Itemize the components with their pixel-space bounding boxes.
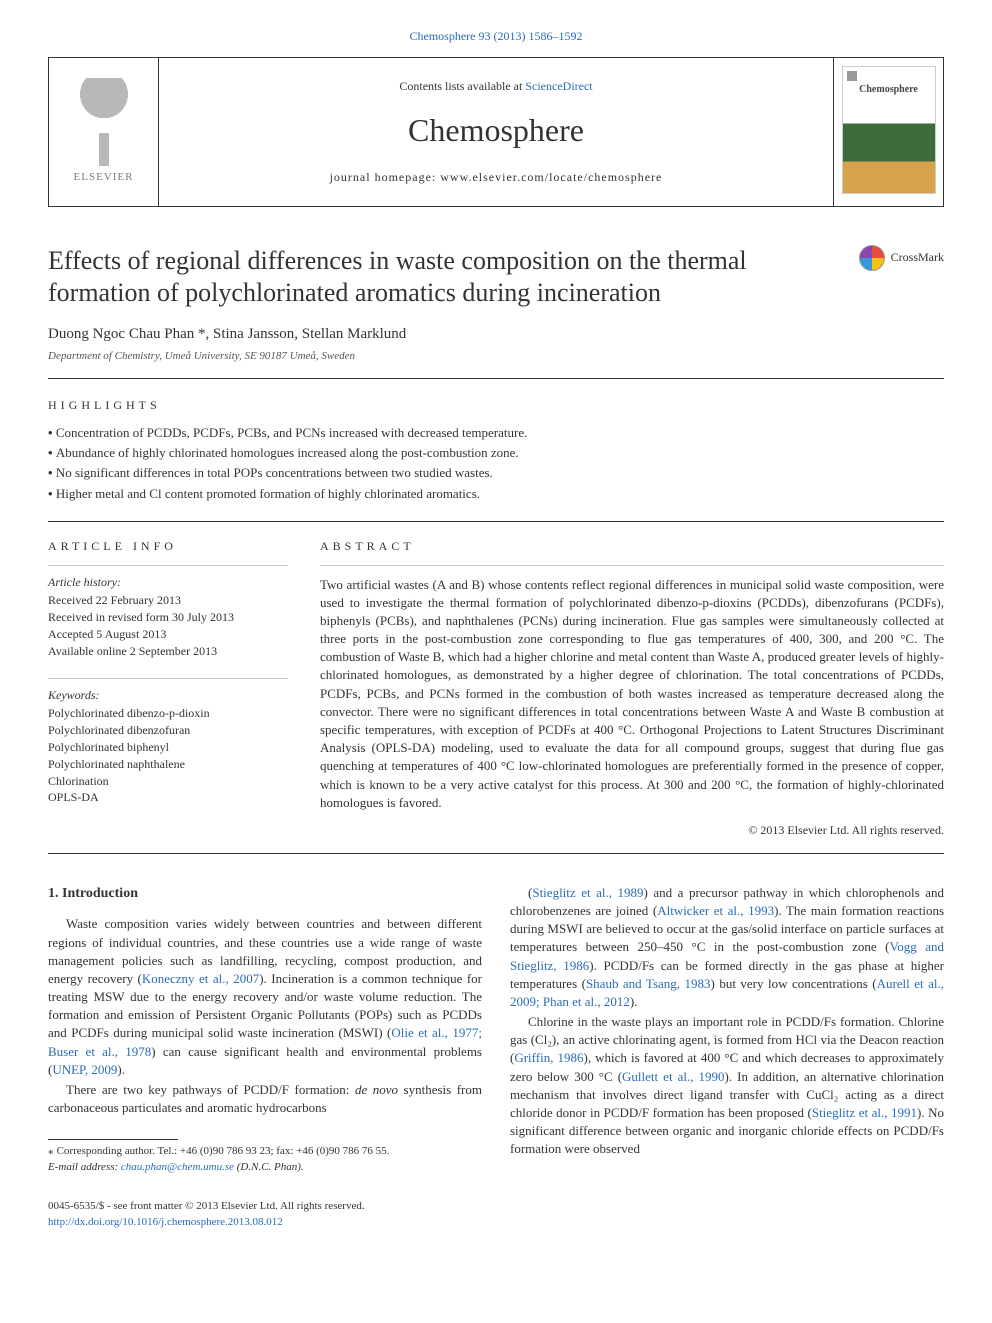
crossmark-icon — [859, 245, 885, 271]
article-history-line: Received 22 February 2013 — [48, 592, 288, 609]
divider-grey — [48, 678, 288, 679]
copyright-line: © 2013 Elsevier Ltd. All rights reserved… — [320, 822, 944, 839]
article-history-line: Available online 2 September 2013 — [48, 643, 288, 660]
authors-line: Duong Ngoc Chau Phan *, Stina Jansson, S… — [48, 324, 944, 345]
body-paragraph: (Stieglitz et al., 1989) and a precursor… — [510, 884, 944, 1011]
keyword-item: OPLS-DA — [48, 789, 288, 806]
journal-cover-thumb — [833, 58, 943, 206]
highlight-item: Concentration of PCDDs, PCDFs, PCBs, and… — [48, 424, 944, 442]
article-info-label: article info — [48, 538, 288, 555]
elsevier-tree-icon — [68, 78, 140, 166]
paper-title: Effects of regional differences in waste… — [48, 245, 859, 310]
keyword-item: Polychlorinated dibenzo-p-dioxin — [48, 705, 288, 722]
body-column-left: 1. Introduction Waste composition varies… — [48, 884, 482, 1175]
author-names: Duong Ngoc Chau Phan *, Stina Jansson, S… — [48, 326, 406, 342]
citation-link[interactable]: Chemosphere 93 (2013) 1586–1592 — [410, 29, 583, 43]
sciencedirect-link[interactable]: ScienceDirect — [525, 79, 592, 93]
elsevier-label: ELSEVIER — [74, 170, 134, 185]
divider-grey — [320, 565, 944, 566]
divider — [48, 853, 944, 854]
cover-icon — [842, 66, 936, 194]
affiliation: Department of Chemistry, Umeå University… — [48, 349, 944, 364]
author-email-link[interactable]: chau.phan@chem.umu.se — [121, 1161, 234, 1173]
top-citation-link: Chemosphere 93 (2013) 1586–1592 — [0, 0, 992, 57]
keyword-item: Polychlorinated naphthalene — [48, 756, 288, 773]
front-matter-block: 0045-6535/$ - see front matter © 2013 El… — [48, 1199, 944, 1230]
asterisk-icon: ⁎ — [48, 1145, 57, 1157]
footnote-separator — [48, 1139, 178, 1140]
article-info-column: article info Article history: Received 2… — [48, 522, 288, 839]
abstract-label: abstract — [320, 538, 944, 555]
divider — [48, 378, 944, 379]
highlights-label: highlights — [48, 397, 944, 414]
journal-center: Contents lists available at ScienceDirec… — [159, 66, 833, 198]
front-matter-line: 0045-6535/$ - see front matter © 2013 El… — [48, 1199, 944, 1214]
homepage-line: journal homepage: www.elsevier.com/locat… — [171, 169, 821, 186]
footnote-text: Corresponding author. Tel.: +46 (0)90 78… — [57, 1145, 390, 1157]
abstract-text: Two artificial wastes (A and B) whose co… — [320, 576, 944, 812]
keyword-item: Chlorination — [48, 773, 288, 790]
highlight-item: Abundance of highly chlorinated homologu… — [48, 444, 944, 462]
abstract-column: abstract Two artificial wastes (A and B)… — [320, 522, 944, 839]
highlights-list: Concentration of PCDDs, PCDFs, PCBs, and… — [48, 424, 944, 503]
crossmark-widget[interactable]: CrossMark — [859, 245, 944, 271]
keywords-title: Keywords: — [48, 687, 288, 704]
journal-name: Chemosphere — [171, 108, 821, 153]
highlight-item: No significant differences in total POPs… — [48, 464, 944, 482]
keyword-item: Polychlorinated biphenyl — [48, 739, 288, 756]
journal-header: ELSEVIER Contents lists available at Sci… — [48, 57, 944, 207]
article-history-title: Article history: — [48, 574, 288, 591]
body-column-right: (Stieglitz et al., 1989) and a precursor… — [510, 884, 944, 1175]
introduction-heading: 1. Introduction — [48, 884, 482, 904]
article-history-line: Accepted 5 August 2013 — [48, 626, 288, 643]
body-paragraph: There are two key pathways of PCDD/F for… — [48, 1081, 482, 1117]
corresponding-author-footnote: ⁎ Corresponding author. Tel.: +46 (0)90 … — [48, 1144, 482, 1175]
divider-grey — [48, 565, 288, 566]
email-label: E-mail address: — [48, 1161, 118, 1173]
keyword-item: Polychlorinated dibenzofuran — [48, 722, 288, 739]
elsevier-logo: ELSEVIER — [49, 58, 159, 206]
body-paragraph: Waste composition varies widely between … — [48, 915, 482, 1079]
article-history-line: Received in revised form 30 July 2013 — [48, 609, 288, 626]
contents-line: Contents lists available at ScienceDirec… — [171, 78, 821, 95]
email-suffix: (D.N.C. Phan). — [237, 1161, 304, 1173]
crossmark-label: CrossMark — [891, 249, 944, 266]
doi-link[interactable]: http://dx.doi.org/10.1016/j.chemosphere.… — [48, 1216, 283, 1228]
highlight-item: Higher metal and Cl content promoted for… — [48, 485, 944, 503]
body-paragraph: Chlorine in the waste plays an important… — [510, 1013, 944, 1159]
contents-prefix: Contents lists available at — [399, 79, 525, 93]
